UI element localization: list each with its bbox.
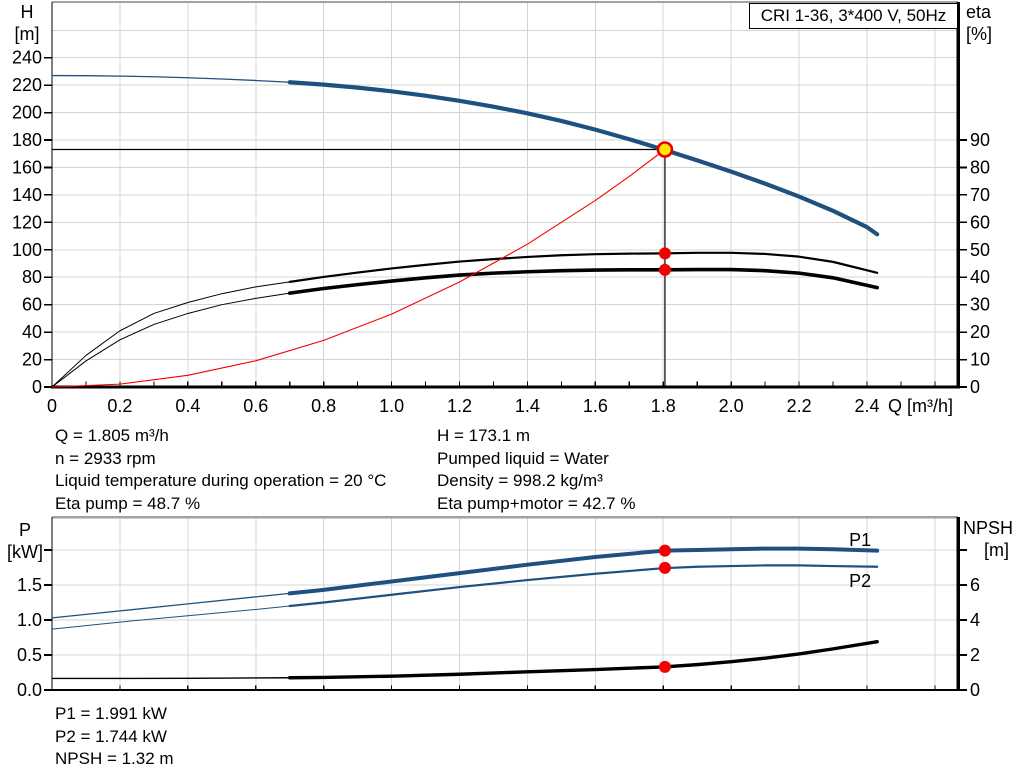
y-right-tick-label: 50	[970, 240, 990, 260]
system-curve-thin	[51, 149, 666, 388]
info-pumped-liquid: Pumped liquid = Water	[437, 448, 609, 468]
x-tick-label: 0.6	[243, 396, 268, 416]
info-p2: P2 = 1.744 kW	[55, 726, 167, 746]
y-left-axis-title: [kW]	[7, 542, 43, 562]
x-tick-label: 0.4	[175, 396, 200, 416]
x-tick-label: 2.2	[787, 396, 812, 416]
y-right-tick-label: 0	[970, 680, 980, 700]
y-right-tick-label: 6	[970, 575, 980, 595]
p1-curve-thin	[51, 592, 290, 619]
power-npsh-chart-group: 0.0 0.5 1.0 1.5 0 2 4 6 P[kW] NPSH[m] P1 P2	[7, 515, 1013, 700]
npsh-curve-thin	[52, 677, 290, 680]
info-p1: P1 = 1.991 kW	[55, 704, 167, 723]
x-tick-label: 1.0	[379, 396, 404, 416]
x-tick-label: 0.2	[107, 396, 132, 416]
info-eta-pump: Eta pump = 48.7 %	[55, 493, 201, 513]
eta-pump-motor-curve-thin	[51, 292, 290, 388]
y-left-axis-title: H	[21, 2, 34, 22]
duty-point	[656, 141, 674, 158]
duty-marker-dot	[658, 247, 671, 260]
info-head: H = 173.1 m	[437, 426, 531, 445]
y-left-tick-label: 220	[12, 75, 42, 95]
y-right-tick-label: 10	[970, 350, 990, 370]
y-right-axis-title: NPSH	[963, 518, 1013, 538]
pump-title-box: CRI 1-36, 3*400 V, 50Hz	[749, 3, 958, 29]
series-label-p1: P1	[849, 530, 871, 550]
power-info: P1 = 1.991 kW P2 = 1.744 kW NPSH = 1.32 …	[55, 703, 174, 771]
x-tick-label: 1.8	[651, 396, 676, 416]
y-left-tick-label: 140	[12, 185, 42, 205]
y-right-tick-label: 20	[970, 322, 990, 342]
y-left-tick-label: 40	[22, 322, 42, 342]
p2-curve-thick	[288, 564, 879, 608]
eta-pump-motor-curve-thick	[287, 267, 879, 295]
y-right-axis-title: eta	[966, 2, 992, 22]
y-right-tick-label: 90	[970, 130, 990, 150]
y-left-tick-label: 1.0	[17, 610, 42, 630]
info-npsh: NPSH = 1.32 m	[55, 749, 174, 768]
duty-info-right: H = 173.1 m Pumped liquid = Water Densit…	[437, 425, 635, 515]
y-right-tick-label: 30	[970, 295, 990, 315]
y-left-axis-title: [m]	[15, 24, 40, 44]
eta-pump-curve-thin	[51, 281, 290, 388]
info-flow: Q = 1.805 m³/h	[55, 426, 169, 445]
duty-marker-dot	[658, 561, 671, 574]
eta-pump-curve-thick	[288, 251, 879, 283]
y-left-tick-label: 0.5	[17, 645, 42, 665]
x-tick-label: 1.4	[515, 396, 540, 416]
y-left-tick-label: 1.5	[17, 575, 42, 595]
x-tick-label: 2.4	[854, 396, 879, 416]
duty-marker-dot	[658, 660, 671, 673]
duty-info-left: Q = 1.805 m³/h n = 2933 rpm Liquid tempe…	[55, 425, 386, 515]
y-right-axis-title: [m]	[984, 540, 1009, 560]
y-right-tick-label: 80	[970, 157, 990, 177]
x-tick-label: 1.6	[583, 396, 608, 416]
pump-title: CRI 1-36, 3*400 V, 50Hz	[760, 6, 947, 25]
y-left-tick-label: 200	[12, 103, 42, 123]
info-liquid-temp: Liquid temperature during operation = 20…	[55, 471, 387, 490]
pump-curve-thin	[51, 74, 290, 83]
y-right-tick-label: 4	[970, 610, 980, 630]
y-left-tick-label: 240	[12, 48, 42, 68]
y-left-tick-label: 0.0	[17, 680, 42, 700]
info-density: Density = 998.2 kg/m³	[437, 471, 603, 490]
qh-eta-chart-group: 0 20 40 60 80 100 120 140 160 180 200 220 240 0 10 20 30…	[12, 1, 992, 416]
duty-marker-dot	[658, 544, 671, 557]
y-left-tick-label: 100	[12, 240, 42, 260]
y-left-tick-label: 120	[12, 212, 42, 232]
duty-marker-dot	[658, 263, 671, 276]
p2-curve-thin	[51, 605, 290, 630]
pump-curve-thick	[287, 80, 880, 237]
y-right-tick-label: 40	[970, 267, 990, 287]
npsh-curve-thick	[288, 640, 879, 680]
x-tick-label: 2.0	[719, 396, 744, 416]
x-tick-label: 1.2	[447, 396, 472, 416]
x-tick-label: 0.8	[311, 396, 336, 416]
y-left-tick-label: 180	[12, 130, 42, 150]
y-right-tick-label: 60	[970, 212, 990, 232]
y-right-tick-label: 70	[970, 185, 990, 205]
y-left-tick-label: 0	[32, 377, 42, 397]
y-left-tick-label: 60	[22, 295, 42, 315]
info-speed: n = 2933 rpm	[55, 448, 156, 468]
y-right-axis-title: [%]	[966, 24, 992, 44]
y-left-axis-title: P	[19, 520, 31, 540]
y-right-tick-label: 0	[970, 377, 980, 397]
series-label-p2: P2	[849, 571, 871, 591]
x-tick-label: 0	[47, 396, 57, 416]
y-left-tick-label: 20	[22, 350, 42, 370]
y-left-tick-label: 160	[12, 157, 42, 177]
info-eta-pump-motor: Eta pump+motor = 42.7 %	[437, 493, 636, 513]
y-right-tick-label: 2	[970, 645, 980, 665]
y-left-tick-label: 80	[22, 267, 42, 287]
p1-curve-thick	[287, 546, 880, 596]
x-axis-title: Q [m³/h]	[888, 396, 953, 416]
